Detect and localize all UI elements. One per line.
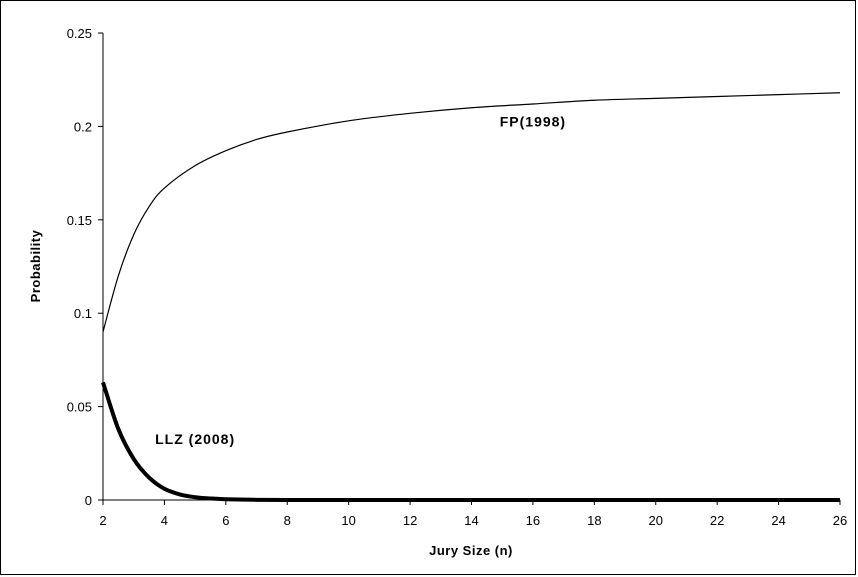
x-tick-label: 16 [526,513,540,528]
series-layer [101,92,841,503]
annotation-layer: FP(1998) LLZ (2008) [155,113,566,447]
y-tick-label: 0.15 [67,213,92,228]
x-tick-label: 6 [222,513,229,528]
y-tick-label: 0.1 [74,306,92,321]
x-tick-label: 10 [341,513,355,528]
x-tick-label: 12 [403,513,417,528]
x-tick-label: 18 [587,513,601,528]
y-tick-label: 0.2 [74,119,92,134]
y-tick-label: 0.25 [67,26,92,41]
x-tick-label: 8 [284,513,291,528]
x-axis-ticks: 2 4 6 8 10 12 14 16 18 20 22 24 26 [99,500,847,528]
x-tick-label: 22 [710,513,724,528]
y-axis-title: Probability [28,229,43,302]
y-tick-label: 0 [85,493,92,508]
x-tick-label: 14 [464,513,478,528]
series-line-1 [101,381,840,503]
x-tick-label: 4 [161,513,168,528]
y-tick-label: 0.05 [67,400,92,415]
y-axis-ticks: 0 0.05 0.1 0.15 0.2 0.25 [67,26,103,508]
x-tick-label: 20 [649,513,663,528]
x-tick-label: 26 [833,513,847,528]
series-line-0 [102,92,841,333]
x-tick-label: 24 [771,513,785,528]
series-annotation-label: FP(1998) [500,113,566,129]
x-tick-label: 2 [99,513,106,528]
x-axis-title: Jury Size (n) [429,543,513,558]
series-annotation-label: LLZ (2008) [155,431,235,447]
